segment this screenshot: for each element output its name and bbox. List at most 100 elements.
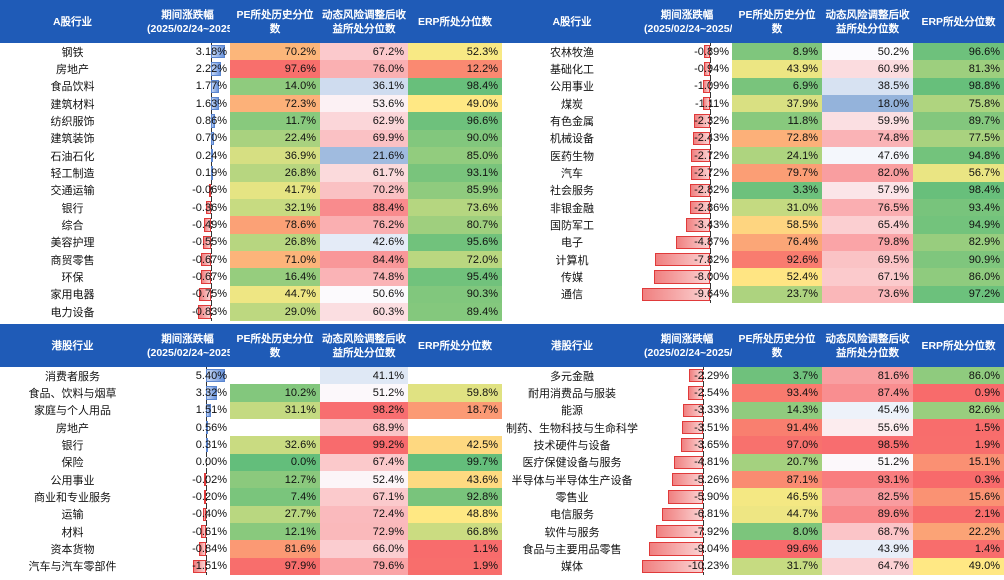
change-bar (199, 287, 212, 302)
change-bar (206, 421, 209, 435)
table-row: 农林牧渔 -0.89% 8.9% 50.2% 96.6% (502, 43, 1004, 61)
erp-percentile-cell: 56.7% (913, 164, 1004, 182)
erp-percentile-cell: 89.7% (913, 112, 1004, 130)
industry-name: 医药生物 (550, 150, 594, 163)
change-axis-line (703, 401, 705, 420)
change-value: -0.94% (694, 63, 729, 76)
period-change-cell: -3.65% (642, 436, 732, 454)
change-bar (690, 201, 711, 215)
risk-adj-return-percentile-cell: 45.4% (822, 401, 913, 420)
pe-percentile-cell: 24.1% (732, 147, 822, 165)
erp-percentile-cell: 94.9% (913, 216, 1004, 234)
table-row: 技术硬件与设备 -3.65% 97.0% 98.5% 1.9% (502, 436, 1004, 454)
table-row: 银行 -0.36% 32.1% 88.4% 73.6% (0, 199, 502, 217)
pe-percentile-cell: 46.5% (732, 488, 822, 506)
erp-percentile-cell: 2.1% (913, 505, 1004, 524)
change-bar (691, 149, 711, 163)
period-change-cell: -0.84% (145, 540, 230, 558)
erp-percentile-cell: 1.5% (913, 419, 1004, 437)
table-row: 汽车与汽车零部件 -1.51% 97.9% 79.6% 1.9% (0, 557, 502, 576)
change-bar (204, 490, 207, 504)
pe-percentile-cell: 87.1% (732, 471, 822, 489)
header-erp-percentile: ERP所处分位数 (408, 0, 502, 43)
change-bar (211, 62, 222, 76)
erp-percentile-cell: 81.3% (913, 60, 1004, 78)
erp-percentile-cell: 73.6% (408, 199, 502, 217)
period-change-cell: -5.90% (642, 488, 732, 506)
industry-name: 公用事业 (50, 474, 95, 487)
risk-adj-return-percentile-cell: 76.5% (822, 199, 913, 217)
industry-name: 零售业 (555, 492, 589, 505)
table-row: 医疗保健设备与服务 -4.81% 20.7% 51.2% 15.1% (502, 453, 1004, 472)
change-bar (687, 386, 704, 400)
erp-percentile-cell: 85.9% (408, 181, 502, 200)
erp-percentile-cell: 1.1% (408, 540, 502, 558)
pe-percentile-cell: 31.1% (230, 401, 320, 420)
period-change-cell: -2.82% (642, 181, 732, 200)
header-period-change: 期间涨跌幅(2025/02/24~2025/02/28) (642, 0, 732, 43)
header-erp-percentile: ERP所处分位数 (408, 324, 502, 367)
risk-adj-return-percentile-cell: 84.4% (320, 251, 408, 269)
change-axis-line (703, 453, 705, 472)
erp-percentile-cell: 18.7% (408, 401, 502, 420)
industry-name: 食品饮料 (50, 81, 95, 94)
period-change-cell: 1.77% (145, 77, 230, 96)
change-bar (671, 473, 704, 487)
table-row: 运输 -0.40% 27.7% 72.4% 48.8% (0, 505, 502, 524)
risk-adj-return-percentile-cell: 79.8% (822, 233, 913, 252)
erp-percentile-cell: 12.2% (408, 60, 502, 78)
pe-percentile-cell: 3.7% (732, 367, 822, 385)
table-row: 能源 -3.33% 14.3% 45.4% 82.6% (502, 401, 1004, 420)
period-change-cell: -2.32% (642, 112, 732, 130)
header-risk-adj-return-percentile: 动态风险调整后收益所处分位数 (822, 324, 913, 367)
change-axis-line (206, 453, 208, 472)
change-bar (211, 79, 220, 94)
erp-percentile-cell: 0.9% (913, 384, 1004, 402)
erp-percentile-cell: 97.2% (913, 285, 1004, 304)
erp-percentile-cell: 92.8% (408, 488, 502, 506)
change-axis-line (710, 112, 712, 130)
a-share-right-table: A股行业期间涨跌幅(2025/02/24~2025/02/28)PE所处历史分位… (502, 0, 1004, 304)
table-row: 有色金属 -2.32% 11.8% 59.9% 89.7% (502, 112, 1004, 130)
industry-name: 房地产 (56, 64, 89, 77)
header-period-change: 期间涨跌幅(2025/02/24~2025/02/28) (145, 0, 230, 43)
industry-name: 环保 (61, 272, 84, 285)
hk-share-right-header: 港股行业期间涨跌幅(2025/02/24~2025/02/28)PE所处历史分位… (502, 324, 1004, 367)
table-row: 房地产 0.56% 68.9% (0, 419, 502, 437)
change-axis-line (211, 303, 213, 321)
pe-percentile-cell: 14.0% (230, 77, 320, 96)
period-change-cell: -2.54% (642, 384, 732, 402)
industry-name: 资本货物 (50, 544, 95, 557)
period-change-cell: 0.86% (145, 112, 230, 130)
change-value: 0.00% (195, 456, 227, 469)
change-value: -0.67% (192, 271, 227, 284)
pe-percentile-cell: 97.9% (230, 557, 320, 576)
table-row: 软件与服务 -7.92% 8.0% 68.7% 22.2% (502, 523, 1004, 541)
table-row: 材料 -0.61% 12.1% 72.9% 66.8% (0, 523, 502, 541)
change-bar (206, 369, 225, 383)
risk-adj-return-percentile-cell: 99.2% (320, 436, 408, 454)
pe-percentile-cell: 20.7% (732, 453, 822, 472)
pe-percentile-cell: 41.7% (230, 181, 320, 200)
table-row: 半导体与半导体生产设备 -5.26% 87.1% 93.1% 0.3% (502, 471, 1004, 489)
change-bar (206, 438, 209, 452)
change-value: -2.72% (694, 167, 729, 180)
pe-percentile-cell: 37.9% (732, 95, 822, 113)
pe-percentile-cell: 99.6% (732, 540, 822, 558)
pe-percentile-cell: 79.7% (732, 164, 822, 182)
industry-name: 能源 (561, 405, 583, 418)
header-industry: A股行业 (502, 0, 642, 43)
industry-name: 技术硬件与设备 (533, 440, 611, 453)
erp-percentile-cell: 80.7% (408, 216, 502, 234)
pe-percentile-cell: 78.6% (230, 216, 320, 234)
erp-percentile-cell (408, 367, 502, 385)
period-change-cell: -2.29% (642, 367, 732, 385)
change-axis-line (211, 199, 213, 217)
industry-name: 汽车与汽车零部件 (28, 561, 117, 574)
table-row: 轻工制造 0.19% 26.8% 61.7% 93.1% (0, 164, 502, 182)
change-axis-line (211, 285, 213, 304)
risk-adj-return-percentile-cell: 72.9% (320, 523, 408, 541)
industry-name: 计算机 (555, 254, 589, 267)
change-value: 1.63% (195, 97, 227, 110)
industry-name: 银行 (61, 440, 84, 453)
